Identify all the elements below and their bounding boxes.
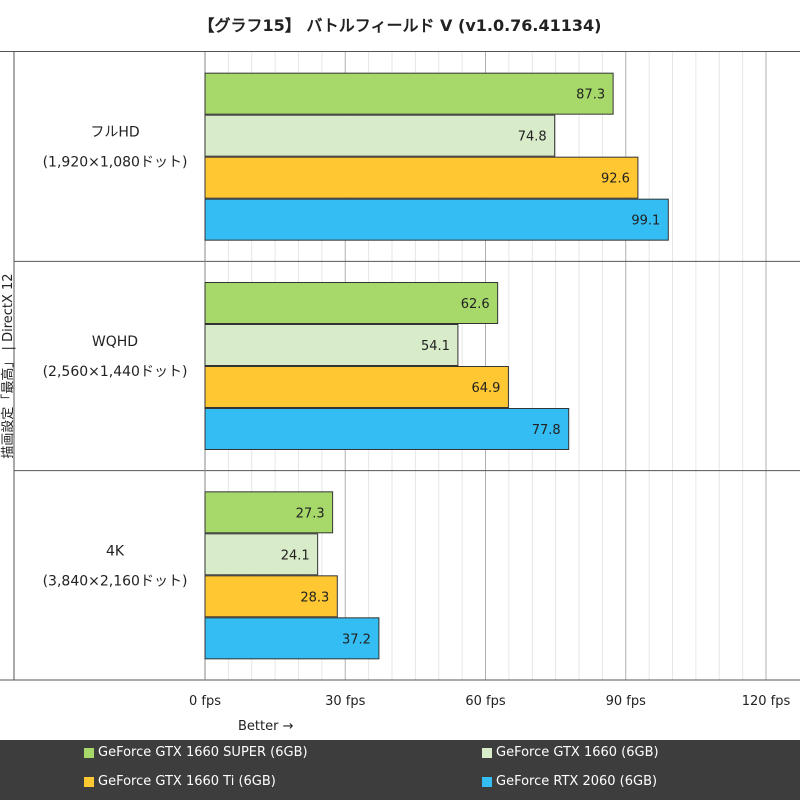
x-tick-label: 60 fps [465, 694, 506, 709]
bar [204, 72, 614, 115]
category-label: 4K [106, 543, 125, 559]
bar-value-label: 54.1 [421, 339, 450, 354]
bar [204, 366, 509, 408]
category-sublabel: (1,920×1,080ドット) [43, 155, 188, 171]
legend-label-gtx1660ti: GeForce GTX 1660 Ti (6GB) [98, 774, 276, 789]
legend-item-gtx1660: GeForce GTX 1660 (6GB) [482, 745, 659, 760]
bar [204, 491, 334, 534]
bar [204, 114, 556, 157]
legend-label-rtx2060: GeForce RTX 2060 (6GB) [496, 774, 658, 789]
x-tick-label: 0 fps [189, 694, 221, 709]
legend-swatch-gtx1660super [84, 747, 94, 758]
bar-value-label: 77.8 [532, 423, 561, 438]
x-axis-label: Better → [238, 719, 294, 734]
bar [204, 198, 669, 241]
bar-value-label: 87.3 [576, 88, 605, 103]
legend-label-gtx1660super: GeForce GTX 1660 SUPER (6GB) [98, 745, 308, 760]
bar-value-label: 37.2 [342, 632, 371, 647]
category-label: WQHD [92, 334, 138, 350]
legend-label-gtx1660: GeForce GTX 1660 (6GB) [496, 745, 659, 760]
chart-plot: 87.3 74.8 92.6 99.1 フルHD (1,920×1,080ドット) 62.6… [0, 52, 800, 734]
bar [204, 156, 639, 199]
legend: GeForce GTX 1660 SUPER (6GB) GeForce GTX… [0, 740, 800, 800]
bar [204, 533, 319, 576]
bar-value-label: 62.6 [461, 297, 490, 312]
bar-value-label: 64.9 [471, 381, 500, 396]
bar-value-label: 74.8 [518, 130, 547, 145]
bar-value-label: 27.3 [296, 506, 325, 521]
y-axis-label: 描画設定「最高」 | DirectX 12 [0, 273, 16, 458]
bar [204, 282, 499, 324]
legend-swatch-gtx1660ti [84, 776, 94, 787]
x-tick-label: 90 fps [606, 694, 647, 709]
bar [204, 324, 459, 366]
legend-item-gtx1660super: GeForce GTX 1660 SUPER (6GB) [84, 745, 308, 760]
bar [204, 408, 570, 450]
legend-swatch-rtx2060 [482, 776, 492, 787]
chart-title: 【グラフ15】 バトルフィールド V (v1.0.76.41134) [0, 0, 800, 52]
legend-swatch-gtx1660 [482, 747, 492, 758]
bar [204, 617, 380, 660]
bar-value-label: 24.1 [281, 548, 310, 563]
bar-value-label: 28.3 [300, 590, 329, 605]
legend-item-gtx1660ti: GeForce GTX 1660 Ti (6GB) [84, 774, 276, 789]
x-tick-label: 120 fps [742, 694, 791, 709]
category-sublabel: (3,840×2,160ドット) [43, 573, 188, 589]
legend-item-rtx2060: GeForce RTX 2060 (6GB) [482, 774, 657, 789]
category-label: フルHD [90, 125, 139, 141]
bar-value-label: 92.6 [601, 172, 630, 187]
bar-value-label: 99.1 [631, 214, 660, 229]
x-tick-label: 30 fps [325, 694, 366, 709]
bar [204, 575, 338, 618]
category-sublabel: (2,560×1,440ドット) [43, 364, 188, 380]
